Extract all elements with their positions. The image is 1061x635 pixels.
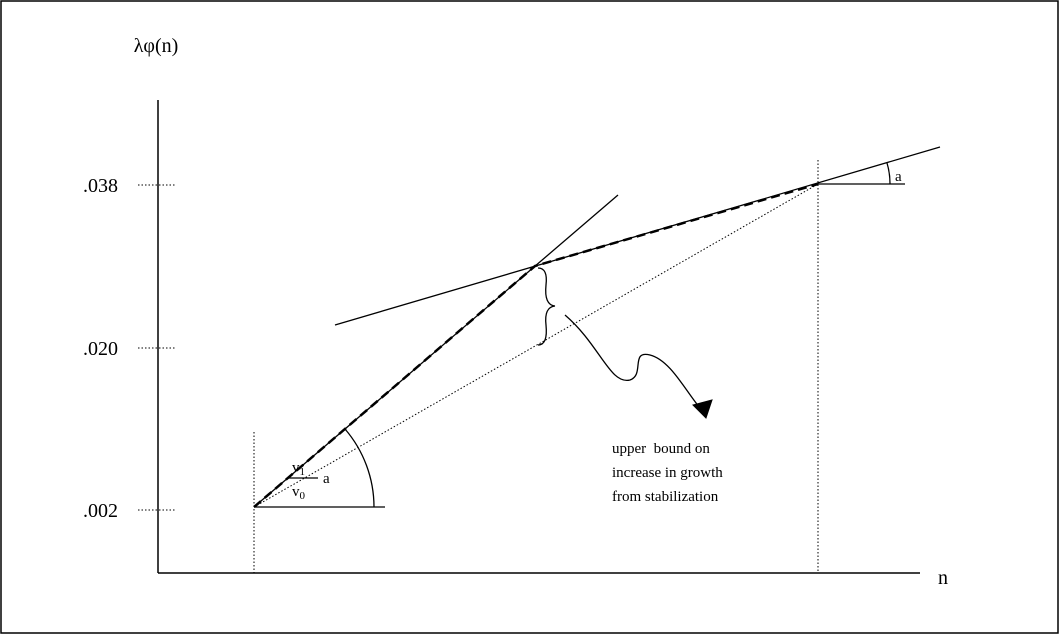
tick-label: .002 [83,500,118,522]
v: v [292,484,300,500]
lines [138,100,941,574]
note-line: increase in growth [612,465,723,481]
ratio: v0 [292,484,306,502]
x-label: n [938,567,948,589]
tick-label: .038 [83,175,118,197]
angle-arc [886,162,891,185]
angle-label: a [895,169,902,185]
angle-label: a [323,471,330,487]
tick-label: .020 [83,338,118,360]
brace [537,267,556,346]
v: v [292,460,300,476]
sub: 1 [300,466,306,478]
arrowhead [692,399,713,419]
squiggle-arrow [564,314,701,409]
note-line: from stabilization [612,489,719,505]
dashed-path [253,182,819,508]
sub: 0 [300,490,306,502]
y-label: λφ(n) [134,35,179,57]
ratio: v1 [292,460,305,478]
angle-arc [344,428,375,508]
dotted-path [253,183,819,508]
note-line: upper bound on [612,441,710,457]
